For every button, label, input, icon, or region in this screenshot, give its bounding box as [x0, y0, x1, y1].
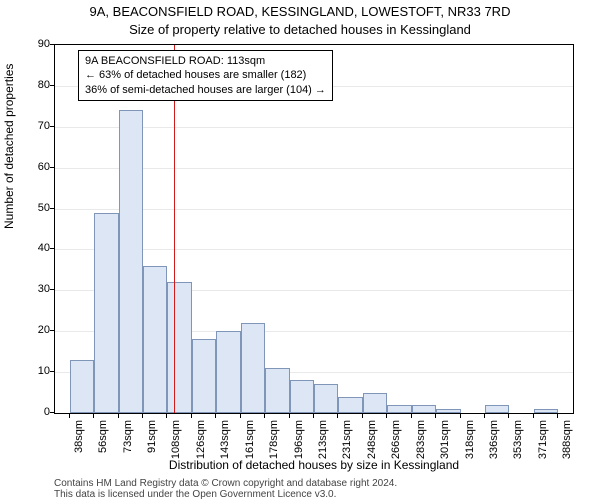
- histogram-bar: [314, 384, 338, 413]
- y-tick-mark: [50, 126, 54, 127]
- x-axis-label: Distribution of detached houses by size …: [54, 458, 574, 472]
- x-tick-mark: [142, 414, 143, 418]
- y-tick-label: 40: [26, 242, 50, 254]
- histogram-bar: [363, 393, 387, 413]
- x-tick-label: 318sqm: [464, 420, 476, 459]
- y-tick-mark: [50, 85, 54, 86]
- x-tick-mark: [69, 414, 70, 418]
- x-tick-label: 73sqm: [122, 420, 134, 453]
- y-tick-label: 70: [26, 120, 50, 132]
- y-tick-label: 90: [26, 38, 50, 50]
- x-tick-mark: [362, 414, 363, 418]
- x-tick-mark: [240, 414, 241, 418]
- histogram-bar: [241, 323, 265, 413]
- x-tick-label: 248sqm: [366, 420, 378, 459]
- histogram-bar: [534, 409, 558, 413]
- x-tick-label: 143sqm: [219, 420, 231, 459]
- annotation-line: 9A BEACONSFIELD ROAD: 113sqm: [85, 54, 326, 68]
- y-tick-label: 50: [26, 202, 50, 214]
- x-tick-mark: [435, 414, 436, 418]
- x-tick-mark: [264, 414, 265, 418]
- y-tick-label: 60: [26, 161, 50, 173]
- attribution-text: Contains HM Land Registry data © Crown c…: [54, 478, 397, 500]
- histogram-bar: [485, 405, 509, 413]
- y-tick-label: 0: [26, 406, 50, 418]
- y-tick-mark: [50, 208, 54, 209]
- histogram-bar: [143, 266, 167, 413]
- x-tick-mark: [557, 414, 558, 418]
- x-tick-mark: [118, 414, 119, 418]
- y-tick-label: 80: [26, 79, 50, 91]
- x-tick-label: 388sqm: [561, 420, 573, 459]
- x-tick-mark: [166, 414, 167, 418]
- x-tick-label: 126sqm: [195, 420, 207, 459]
- x-tick-mark: [411, 414, 412, 418]
- histogram-bar: [387, 405, 411, 413]
- y-tick-label: 20: [26, 324, 50, 336]
- y-tick-mark: [50, 289, 54, 290]
- x-tick-label: 353sqm: [512, 420, 524, 459]
- histogram-bar: [412, 405, 436, 413]
- histogram-bar: [436, 409, 460, 413]
- x-tick-label: 161sqm: [244, 420, 256, 459]
- x-tick-label: 336sqm: [488, 420, 500, 459]
- y-tick-mark: [50, 412, 54, 413]
- annotation-box: 9A BEACONSFIELD ROAD: 113sqm← 63% of det…: [78, 50, 333, 101]
- x-tick-mark: [313, 414, 314, 418]
- histogram-bar: [192, 339, 216, 413]
- histogram-bar: [216, 331, 240, 413]
- histogram-bar: [94, 213, 118, 413]
- y-tick-label: 30: [26, 283, 50, 295]
- x-tick-mark: [337, 414, 338, 418]
- x-tick-mark: [215, 414, 216, 418]
- y-tick-mark: [50, 44, 54, 45]
- x-tick-mark: [460, 414, 461, 418]
- chart-title-main: 9A, BEACONSFIELD ROAD, KESSINGLAND, LOWE…: [0, 4, 600, 19]
- x-tick-label: 91sqm: [146, 420, 158, 453]
- x-tick-label: 283sqm: [415, 420, 427, 459]
- chart-title-sub: Size of property relative to detached ho…: [0, 22, 600, 37]
- y-tick-mark: [50, 371, 54, 372]
- histogram-bar: [119, 110, 143, 413]
- x-tick-mark: [191, 414, 192, 418]
- x-tick-mark: [93, 414, 94, 418]
- x-tick-label: 266sqm: [390, 420, 402, 459]
- x-tick-label: 301sqm: [439, 420, 451, 459]
- y-axis-label: Number of detached properties: [2, 64, 16, 229]
- x-tick-label: 371sqm: [537, 420, 549, 459]
- x-tick-mark: [533, 414, 534, 418]
- x-tick-mark: [508, 414, 509, 418]
- y-tick-mark: [50, 167, 54, 168]
- x-tick-label: 38sqm: [73, 420, 85, 453]
- annotation-line: ← 63% of detached houses are smaller (18…: [85, 68, 326, 82]
- x-tick-label: 108sqm: [170, 420, 182, 459]
- annotation-line: 36% of semi-detached houses are larger (…: [85, 83, 326, 97]
- x-tick-mark: [386, 414, 387, 418]
- x-tick-mark: [484, 414, 485, 418]
- y-tick-label: 10: [26, 365, 50, 377]
- histogram-bar: [167, 282, 191, 413]
- x-tick-label: 178sqm: [268, 420, 280, 459]
- x-tick-label: 213sqm: [317, 420, 329, 459]
- histogram-bar: [70, 360, 94, 413]
- histogram-bar: [265, 368, 289, 413]
- histogram-bar: [338, 397, 362, 413]
- histogram-bar: [290, 380, 314, 413]
- x-tick-label: 56sqm: [97, 420, 109, 453]
- x-tick-label: 196sqm: [293, 420, 305, 459]
- x-tick-label: 231sqm: [341, 420, 353, 459]
- y-tick-mark: [50, 248, 54, 249]
- y-tick-mark: [50, 330, 54, 331]
- x-tick-mark: [289, 414, 290, 418]
